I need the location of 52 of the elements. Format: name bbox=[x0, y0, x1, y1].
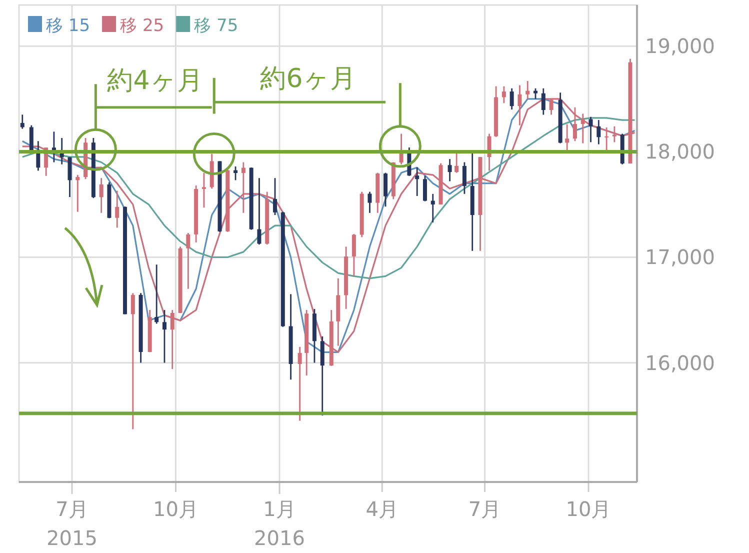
candlestick bbox=[162, 309, 166, 364]
candlestick bbox=[541, 88, 546, 116]
candlestick bbox=[115, 190, 120, 228]
y-tick-label: 18,000 bbox=[645, 140, 715, 164]
candlestick bbox=[502, 86, 506, 104]
candlestick bbox=[430, 193, 435, 224]
candlestick bbox=[68, 156, 72, 198]
candlestick bbox=[234, 166, 238, 181]
x-tick-label: 7月 2015 bbox=[46, 497, 98, 550]
candlestick bbox=[298, 346, 302, 422]
candlestick bbox=[596, 119, 601, 145]
annotation: 約6ヶ月 bbox=[260, 64, 356, 94]
candlestick bbox=[186, 232, 190, 290]
candlestick bbox=[588, 116, 593, 143]
candlestick bbox=[76, 174, 80, 213]
candlestick bbox=[612, 126, 616, 143]
candlestick bbox=[384, 172, 388, 208]
candlestick bbox=[52, 130, 56, 163]
candlestick bbox=[257, 177, 262, 246]
candlestick bbox=[580, 112, 585, 144]
line-series bbox=[22, 117, 636, 280]
candlestick bbox=[510, 88, 514, 110]
candlestick bbox=[415, 166, 420, 197]
x-tick-label: 10月 bbox=[153, 497, 198, 521]
candlestick bbox=[20, 114, 24, 130]
candlestick bbox=[368, 191, 372, 214]
candlestick bbox=[99, 177, 104, 214]
candlestick bbox=[448, 158, 452, 182]
candlestick bbox=[572, 106, 577, 142]
annotation: 約4ヶ月 bbox=[107, 66, 203, 96]
candlestick bbox=[534, 88, 538, 100]
y-tick-label: 17,000 bbox=[645, 245, 715, 270]
x-tick-label: 4月 bbox=[366, 497, 398, 521]
legend-label: 移 15 bbox=[46, 16, 90, 36]
candlestick bbox=[422, 175, 427, 202]
x-tick-label: 7月 bbox=[468, 497, 502, 521]
x-tick-label: 10月 bbox=[566, 497, 612, 521]
legend-label: 移 25 bbox=[120, 16, 164, 36]
candlestick bbox=[604, 126, 609, 152]
candlestick bbox=[154, 264, 159, 324]
candlestick bbox=[241, 162, 246, 214]
x-tick-label: 1月 2016 bbox=[254, 497, 305, 550]
candlestick bbox=[454, 152, 459, 174]
candlestick bbox=[202, 172, 206, 208]
candlestick bbox=[352, 233, 356, 277]
candlestick bbox=[130, 292, 135, 430]
candlestick bbox=[526, 80, 530, 100]
y-tick-label: 16,000 bbox=[645, 350, 715, 375]
candlestick bbox=[272, 177, 277, 216]
candlestick bbox=[462, 162, 466, 195]
y-tick-label: 19,000 bbox=[645, 34, 715, 58]
legend-label: 移 75 bbox=[194, 16, 238, 36]
